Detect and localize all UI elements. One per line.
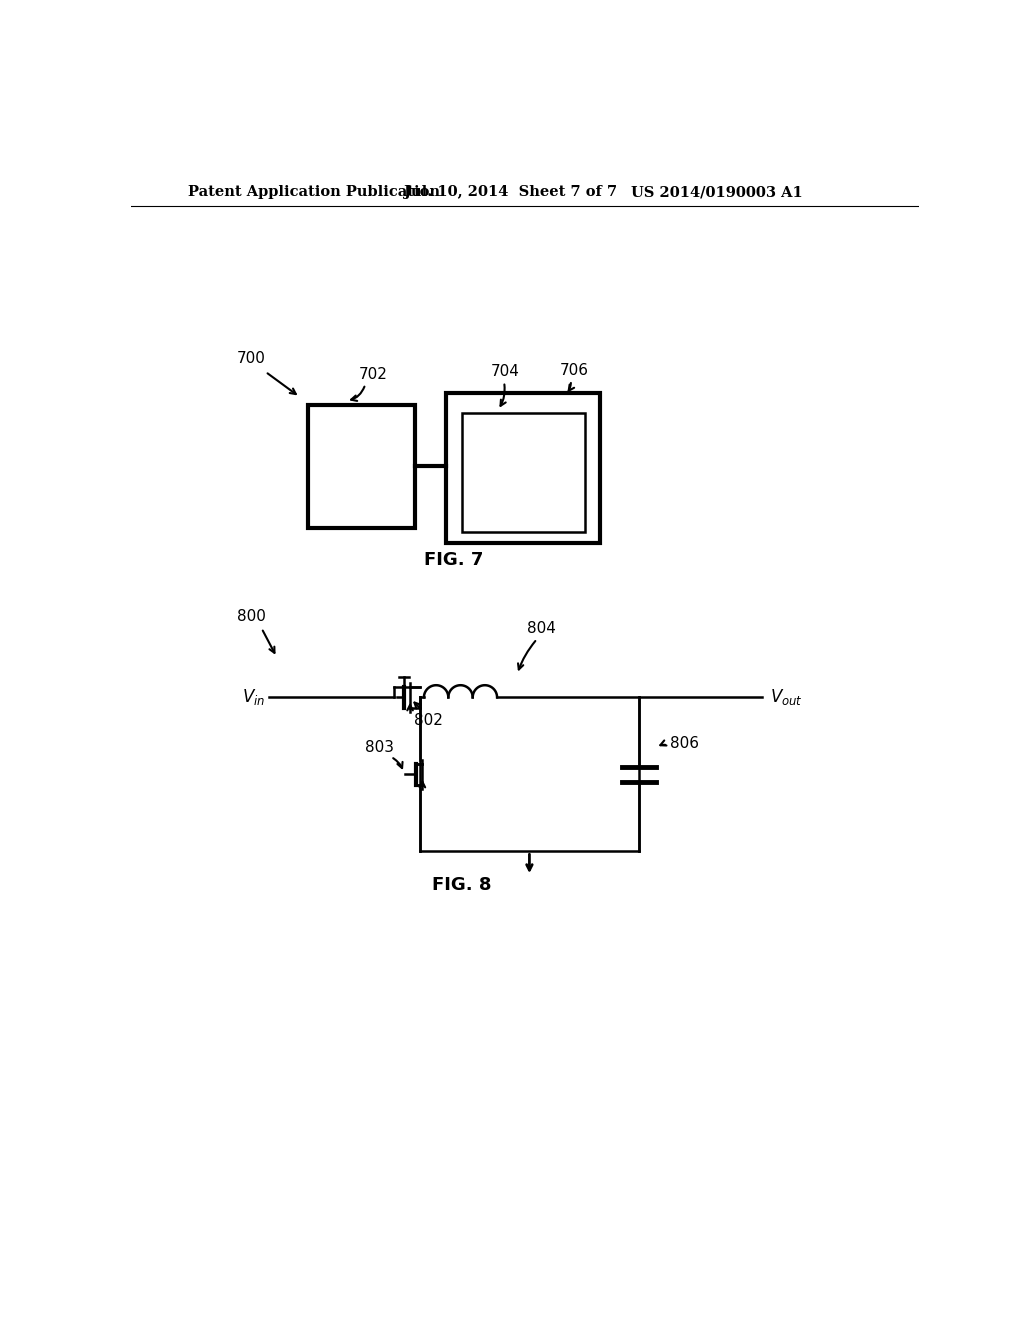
Bar	[307, 405, 416, 528]
Text: 706: 706	[560, 363, 589, 378]
Bar	[446, 393, 600, 544]
Text: Patent Application Publication: Patent Application Publication	[188, 185, 440, 199]
Text: FIG. 8: FIG. 8	[432, 876, 492, 894]
Text: 804: 804	[527, 620, 556, 636]
Text: US 2014/0190003 A1: US 2014/0190003 A1	[631, 185, 803, 199]
Text: 803: 803	[366, 741, 394, 755]
Text: FIG. 7: FIG. 7	[424, 552, 483, 569]
Text: Jul. 10, 2014  Sheet 7 of 7: Jul. 10, 2014 Sheet 7 of 7	[403, 185, 617, 199]
Text: 702: 702	[358, 367, 387, 381]
Text: $V_{in}$: $V_{in}$	[242, 688, 265, 708]
Text: 800: 800	[237, 610, 265, 624]
Text: 704: 704	[490, 364, 520, 379]
Bar	[462, 413, 585, 532]
Text: 802: 802	[414, 713, 442, 727]
Text: $V_{out}$: $V_{out}$	[770, 688, 803, 708]
Text: 806: 806	[670, 737, 698, 751]
Text: 700: 700	[237, 351, 265, 367]
